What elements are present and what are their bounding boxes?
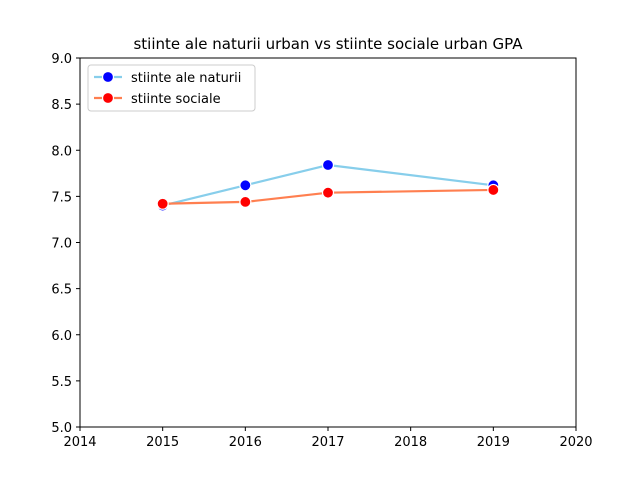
data-point bbox=[156, 197, 169, 210]
y-tick-label: 5.0 bbox=[51, 421, 72, 436]
y-tick-label: 6.0 bbox=[51, 329, 72, 344]
y-tick-label: 8.5 bbox=[51, 98, 72, 113]
series-line-1 bbox=[162, 188, 494, 205]
plot-area bbox=[156, 158, 500, 212]
chart-title: stiinte ale naturii urban vs stiinte soc… bbox=[133, 35, 523, 53]
x-tick-label: 2019 bbox=[477, 435, 510, 450]
legend: stiinte ale naturii stiinte sociale bbox=[87, 64, 256, 112]
data-point bbox=[487, 183, 500, 197]
x-tick-label: 2016 bbox=[229, 435, 262, 450]
legend-marker-1 bbox=[101, 91, 115, 105]
y-tick-label: 5.5 bbox=[51, 375, 72, 390]
series-line-0 bbox=[162, 163, 494, 207]
x-tick-label: 2015 bbox=[146, 435, 179, 450]
data-point bbox=[321, 158, 335, 172]
x-tick-label: 2018 bbox=[394, 435, 427, 450]
legend-marker-0 bbox=[101, 70, 115, 84]
legend-label-1: stiinte sociale bbox=[131, 92, 221, 107]
data-point bbox=[321, 186, 335, 199]
y-tick-label: 7.5 bbox=[51, 190, 72, 205]
axes: 2014 2015 2016 2017 2018 2019 2020 5.0 5.5 6.0 6.5… bbox=[51, 52, 592, 450]
legend-box bbox=[87, 64, 256, 112]
y-tick-label: 9.0 bbox=[51, 52, 72, 67]
y-tick-label: 8.0 bbox=[51, 144, 72, 159]
y-tick-label: 7.0 bbox=[51, 237, 72, 252]
data-point bbox=[239, 195, 252, 209]
legend-label-0: stiinte ale naturii bbox=[131, 71, 241, 86]
x-tick-label: 2020 bbox=[559, 435, 592, 450]
x-tick-label: 2014 bbox=[63, 435, 96, 450]
x-tick-label: 2017 bbox=[311, 435, 344, 450]
y-tick-label: 6.5 bbox=[51, 283, 72, 298]
data-point bbox=[239, 179, 252, 192]
